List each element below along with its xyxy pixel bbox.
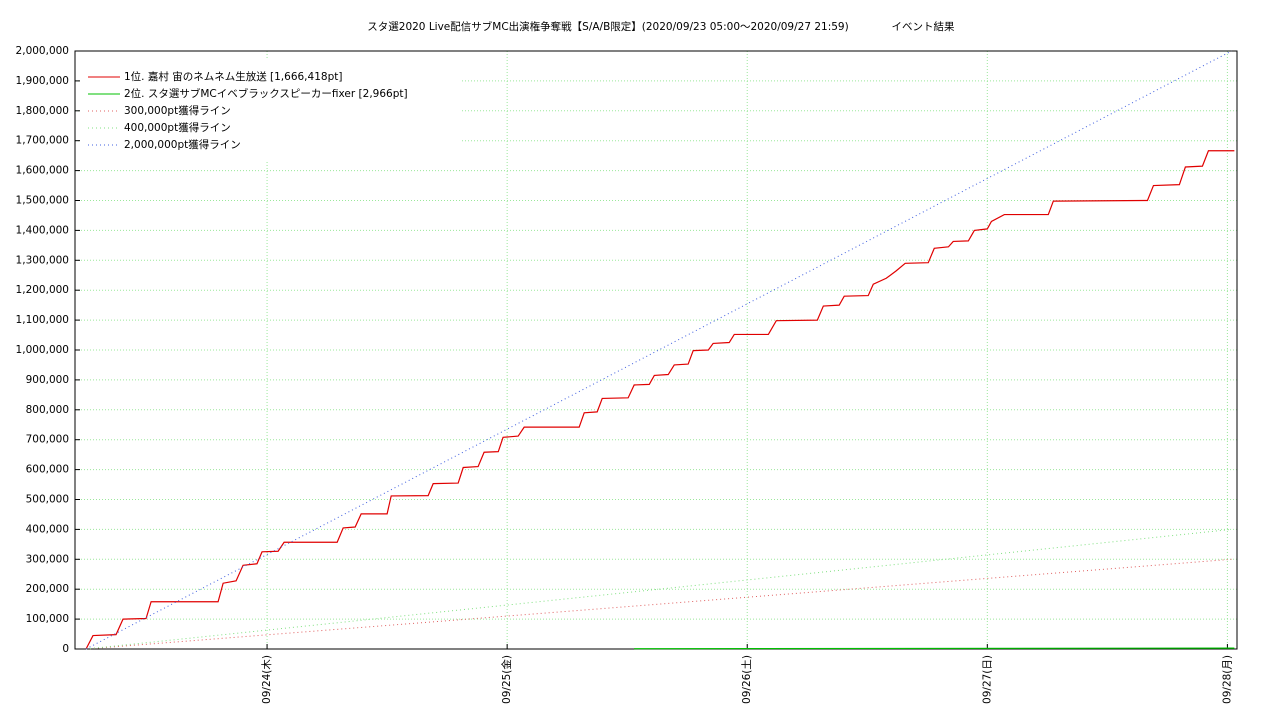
series-line — [85, 50, 1232, 650]
y-tick-label: 1,900,000 — [16, 75, 69, 87]
legend-label: 1位. 嘉村 宙のネムネム生放送 [1,666,418pt] — [124, 70, 342, 83]
y-tick-label: 1,200,000 — [16, 284, 69, 296]
y-tick-label: 400,000 — [26, 523, 69, 535]
chart-subtitle: イベント結果 — [892, 20, 955, 33]
y-tick-label: 600,000 — [26, 464, 69, 476]
y-tick-label: 500,000 — [26, 494, 69, 506]
x-tick-label: 09/27(日) — [981, 655, 993, 704]
y-tick-label: 1,800,000 — [16, 105, 69, 117]
y-tick-label: 0 — [62, 643, 69, 655]
y-tick-label: 2,000,000 — [16, 45, 69, 57]
legend-label: 2位. スタ選サブMCイベブラックスピーカーfixer [2,966pt] — [124, 87, 408, 100]
y-tick-label: 1,100,000 — [16, 314, 69, 326]
x-tick-label: 09/25(金) — [500, 655, 513, 704]
x-tick-label: 09/26(土) — [740, 655, 753, 704]
series-line — [85, 150, 1235, 650]
y-tick-label: 1,600,000 — [16, 165, 69, 177]
y-tick-label: 1,500,000 — [16, 195, 69, 207]
y-tick-label: 900,000 — [26, 374, 69, 386]
series-line — [634, 647, 1235, 650]
y-tick-label: 1,700,000 — [16, 135, 69, 147]
chart-title: スタ選2020 Live配信サブMC出演権争奪戦【S/A/B限定】(2020/0… — [367, 20, 848, 33]
y-tick-label: 300,000 — [26, 553, 69, 565]
y-tick-label: 800,000 — [26, 404, 69, 416]
y-tick-label: 1,000,000 — [16, 344, 69, 356]
y-tick-label: 1,300,000 — [16, 254, 69, 266]
legend-box — [80, 60, 460, 160]
legend-label: 2,000,000pt獲得ライン — [124, 138, 241, 151]
legend-label: 300,000pt獲得ライン — [124, 104, 231, 117]
y-tick-label: 200,000 — [26, 583, 69, 595]
y-tick-label: 700,000 — [26, 434, 69, 446]
y-tick-label: 100,000 — [26, 613, 69, 625]
x-tick-label: 09/24(木) — [261, 655, 273, 704]
legend-label: 400,000pt獲得ライン — [124, 121, 231, 134]
x-tick-label: 09/28(月) — [1221, 655, 1233, 704]
y-tick-label: 1,400,000 — [16, 224, 69, 236]
series-line — [86, 558, 1232, 650]
